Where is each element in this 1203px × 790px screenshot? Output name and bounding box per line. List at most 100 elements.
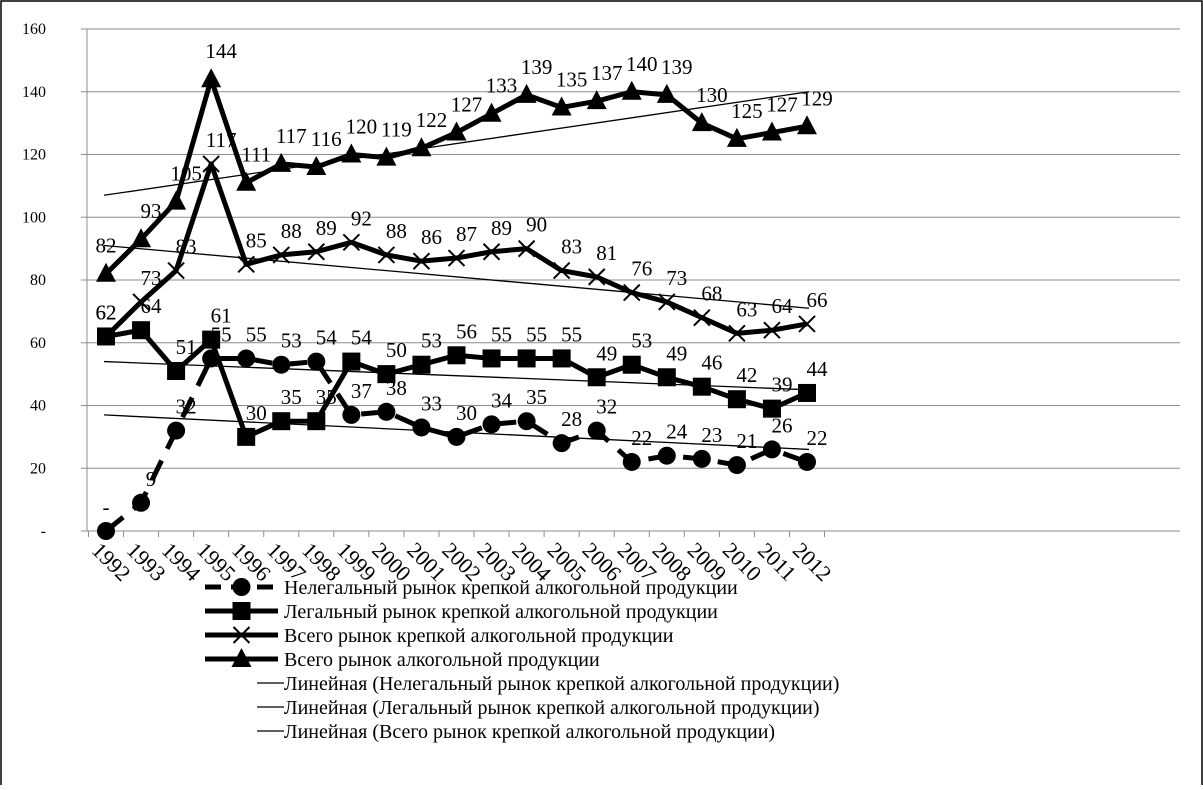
data-label: 105 [170, 162, 202, 186]
data-point [762, 440, 781, 459]
data-point [272, 412, 291, 431]
x-tick-label: 1995 [192, 537, 241, 586]
data-point [132, 321, 151, 340]
data-label: 54 [351, 326, 373, 350]
data-point [202, 349, 221, 368]
data-label: 144 [205, 39, 237, 63]
data-point [202, 330, 221, 349]
legend-marker [232, 626, 251, 644]
data-point [377, 402, 396, 421]
data-label: 117 [206, 128, 237, 152]
data-point [412, 355, 431, 374]
trendline-2 [103, 244, 810, 309]
data-label: 89 [491, 216, 512, 240]
x-tick-label: 2011 [753, 538, 801, 586]
legend-entry: Легальный рынок крепкой алкогольной прод… [284, 601, 718, 623]
data-point [798, 452, 816, 471]
y-tick-label: 60 [30, 335, 46, 352]
data-label: 125 [731, 99, 763, 123]
data-label: 137 [591, 61, 623, 85]
data-label: 139 [661, 55, 693, 79]
data-point [517, 239, 536, 258]
data-point [307, 352, 326, 371]
data-label: 55 [491, 322, 512, 346]
y-tick-label: 140 [22, 84, 46, 101]
data-point [237, 427, 256, 446]
data-point [272, 355, 291, 374]
legend-entry: Линейная (Нелегальный рынок крепкой алко… [284, 673, 839, 695]
data-label: 53 [631, 329, 652, 353]
data-point [342, 352, 361, 371]
legend-marker [232, 578, 251, 596]
data-point [726, 127, 747, 147]
data-label: 35 [316, 385, 337, 409]
data-point [376, 146, 397, 166]
data-point [621, 80, 642, 100]
data-point [692, 449, 711, 468]
data-point [691, 112, 712, 132]
legend-marker [232, 602, 251, 620]
x-tick-label: 1993 [122, 537, 171, 586]
data-label: 34 [491, 388, 513, 412]
data-label: 129 [801, 86, 833, 110]
data-point [693, 308, 711, 327]
legend-entry: Всего рынок крепкой алкогольной продукци… [284, 625, 674, 647]
data-point [412, 418, 431, 437]
data-point [237, 349, 256, 368]
legend-entry: Нелегальный рынок крепкой алкогольной пр… [284, 577, 738, 599]
data-label: 88 [281, 219, 302, 243]
y-tick-label: 80 [30, 272, 46, 289]
series-line-0 [104, 355, 808, 533]
data-label: 68 [701, 282, 722, 306]
y-tick-label: 20 [30, 460, 46, 477]
data-label: 62 [96, 300, 117, 324]
data-label: 9 [146, 467, 157, 491]
y-tick-label: - [41, 523, 46, 540]
series-markers [96, 68, 817, 540]
data-point [658, 293, 676, 311]
data-point [798, 315, 816, 333]
data-point [201, 68, 222, 88]
data-label: 135 [556, 67, 588, 91]
legend-entry: Линейная (Легальный рынок крепкой алкого… [284, 697, 820, 719]
data-label: 55 [246, 322, 267, 346]
data-point [377, 246, 396, 264]
y-tick-label: 160 [22, 21, 46, 38]
data-label: 37 [351, 379, 372, 403]
data-point [447, 249, 466, 267]
data-point [236, 171, 257, 191]
data-point [482, 349, 501, 368]
data-point [622, 452, 641, 471]
data-point [587, 368, 606, 387]
data-label: 88 [386, 219, 407, 243]
data-label: 62 [96, 300, 117, 324]
legend-marker [231, 648, 252, 667]
data-label: 23 [701, 423, 722, 447]
data-label: 122 [416, 108, 448, 132]
data-point [166, 190, 187, 210]
data-point [307, 412, 326, 431]
data-label: 120 [346, 115, 378, 139]
data-label: 130 [696, 83, 728, 107]
data-label: 93 [141, 199, 162, 223]
data-point [342, 405, 361, 424]
data-point [447, 427, 466, 446]
data-point [412, 252, 431, 270]
data-label: 82 [96, 234, 117, 258]
data-point [727, 456, 746, 475]
data-label: 30 [246, 401, 267, 425]
data-point [587, 268, 606, 286]
data-label: 66 [807, 288, 828, 312]
data-point [131, 228, 152, 248]
data-label: 83 [176, 235, 197, 259]
data-point [728, 324, 746, 343]
data-label: 28 [561, 407, 582, 431]
y-tick-label: 100 [22, 209, 46, 226]
data-point [727, 390, 746, 409]
data-label: 73 [666, 266, 687, 290]
data-label: - [103, 495, 110, 519]
data-point [516, 83, 537, 103]
data-label: 56 [456, 319, 477, 343]
x-tick-label: 1994 [157, 537, 206, 586]
data-point [482, 415, 501, 434]
